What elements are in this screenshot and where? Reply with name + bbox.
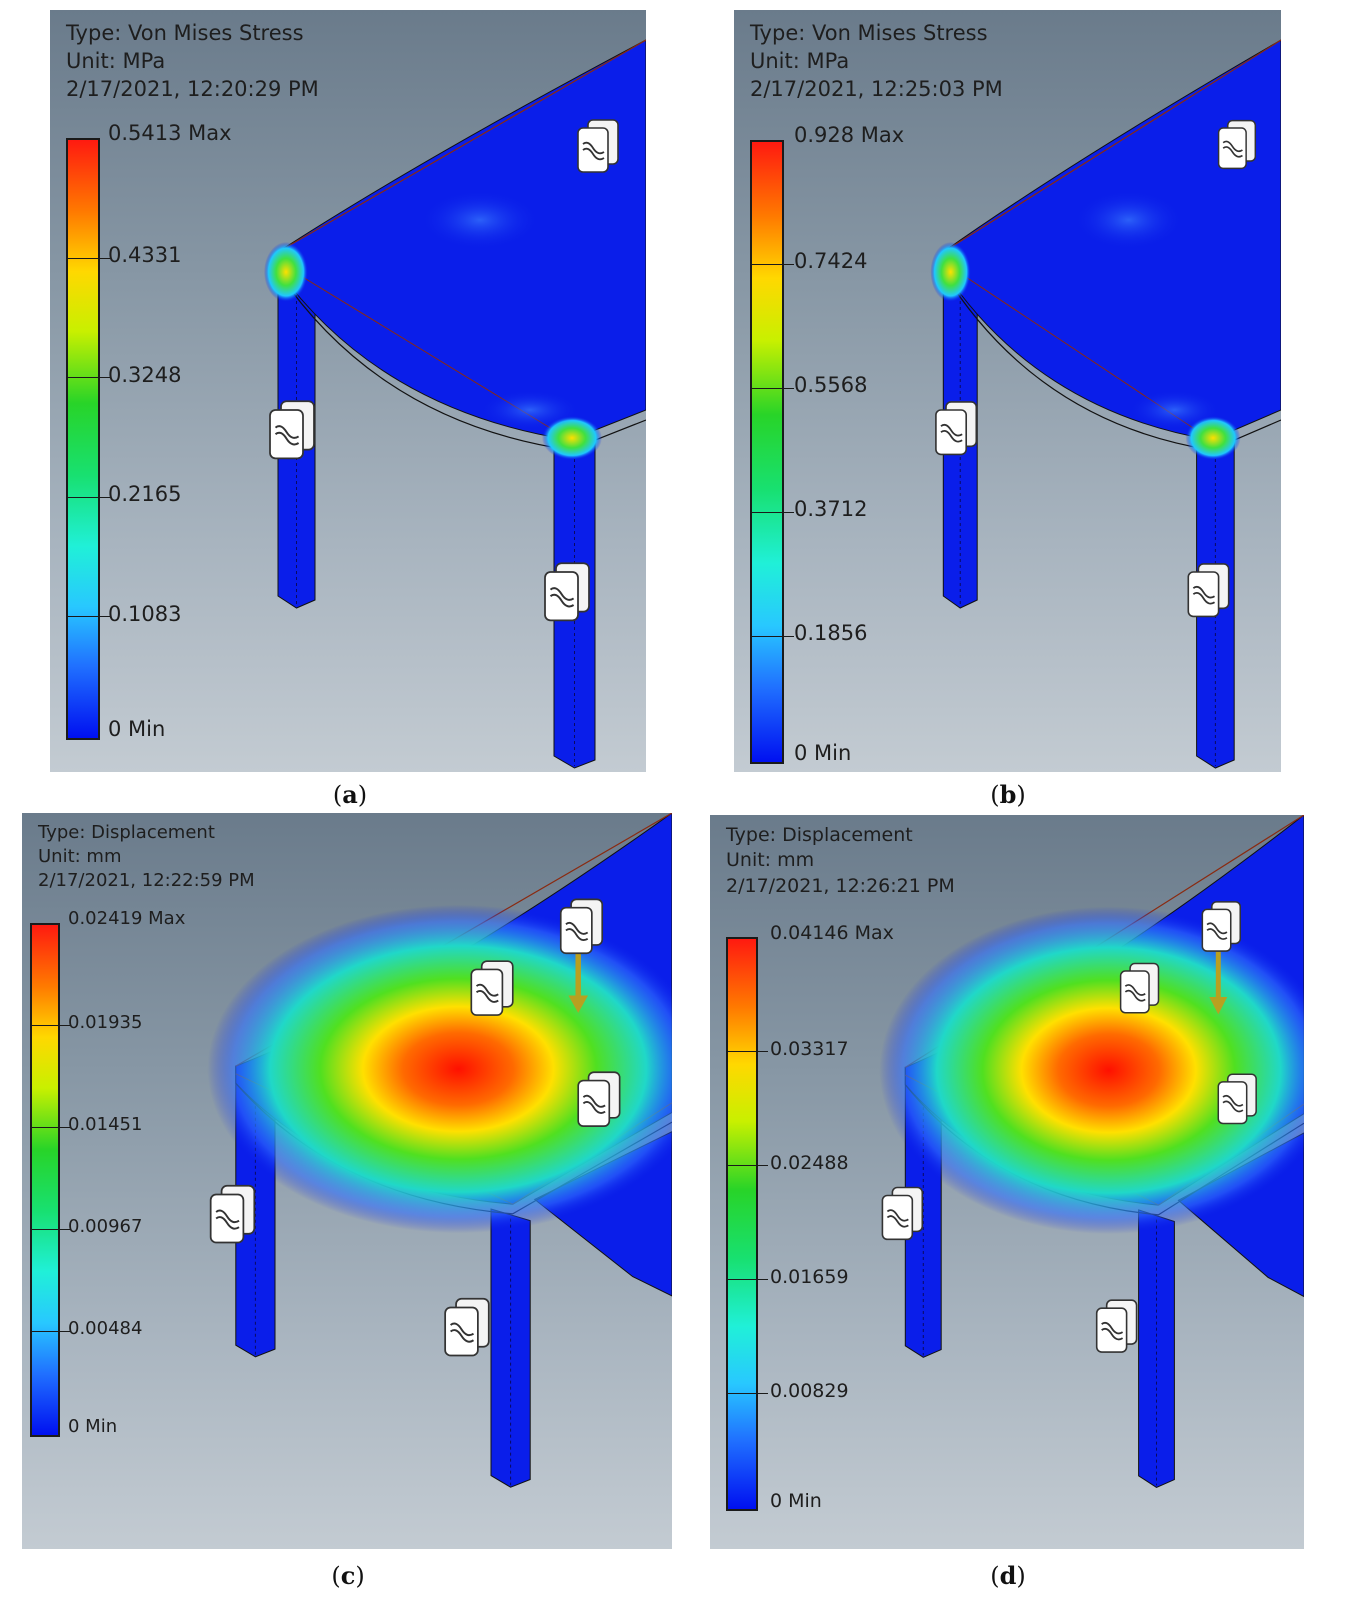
result-info: Type: Displacement Unit: mm 2/17/2021, 12:… — [726, 823, 955, 899]
result-info: Type: Von Mises Stress Unit: MPa 2/17/2021… — [750, 20, 1003, 104]
date-line: 2/17/2021, 12:22:59 PM — [38, 869, 255, 891]
legend-label: 0.02488 — [770, 1151, 849, 1174]
legend-label: 0.1856 — [794, 621, 868, 646]
fixed-constraint-icon — [559, 898, 604, 955]
result-info: Type: Von Mises Stress Unit: MPa 2/17/2021… — [66, 20, 319, 104]
table-model — [264, 39, 646, 769]
type-line: Type: Displacement — [38, 822, 215, 843]
legend-label: 0.7424 — [794, 249, 868, 274]
fixed-constraint-icon — [269, 400, 315, 460]
type-line: Type: Von Mises Stress — [750, 21, 988, 45]
caption-c: (c) — [331, 1561, 365, 1590]
legend-tick — [752, 512, 794, 513]
legend-label: 0 Min — [794, 741, 852, 766]
caption-b: (b) — [990, 780, 1026, 809]
legend-label: 0.2165 — [108, 482, 182, 507]
legend-tick — [752, 388, 794, 389]
caption-a: (a) — [332, 780, 368, 809]
displacement-contour — [879, 906, 1304, 1234]
legend-tick — [728, 1165, 768, 1166]
legend-label: 0 Min — [68, 1416, 118, 1438]
type-line: Type: Displacement — [726, 824, 913, 846]
unit-line: Unit: MPa — [66, 48, 166, 73]
unit-line: Unit: MPa — [750, 48, 850, 73]
legend-label: 0.928 Max — [794, 123, 905, 148]
legend-tick — [32, 1229, 70, 1230]
legend-tick — [68, 616, 110, 618]
legend-color-bar — [66, 138, 100, 740]
stress-hotspot — [1185, 416, 1241, 460]
date-line: 2/17/2021, 12:20:29 PM — [66, 76, 319, 101]
legend-tick — [728, 1051, 768, 1052]
legend-tick — [68, 496, 110, 498]
fixed-constraint-icon — [1187, 563, 1230, 618]
type-line: Type: Von Mises Stress — [66, 21, 304, 45]
fixed-constraint-icon — [881, 1186, 924, 1241]
date-line: 2/17/2021, 12:25:03 PM — [750, 76, 1003, 101]
legend-tick — [752, 636, 794, 637]
caption-d: (d) — [990, 1561, 1026, 1590]
panel-b: Type: Von Mises Stress Unit: MPa 2/17/2021… — [734, 10, 1281, 772]
legend-tick — [32, 1331, 70, 1332]
legend-label: 0.00967 — [68, 1216, 143, 1238]
legend-label: 0.03317 — [770, 1037, 849, 1060]
displacement-contour — [207, 904, 672, 1234]
fixed-constraint-icon — [1201, 901, 1241, 952]
fixed-constraint-icon — [209, 1184, 256, 1244]
legend-tick — [32, 1127, 70, 1128]
legend-label: 0 Min — [770, 1489, 822, 1512]
legend-color-bar — [30, 923, 60, 1437]
fixed-constraint-icon — [444, 1297, 490, 1357]
result-info: Type: Displacement Unit: mm 2/17/2021, 12:… — [38, 821, 255, 893]
panel-d: Type: Displacement Unit: mm 2/17/2021, 12:… — [710, 815, 1304, 1549]
fixed-constraint-icon — [935, 401, 978, 456]
panel-c: Type: Displacement Unit: mm 2/17/2021, 12:… — [22, 813, 672, 1549]
legend-label: 0.5413 Max — [108, 121, 232, 146]
stress-hotspot — [264, 242, 308, 302]
legend-tick — [728, 1393, 768, 1394]
legend-label: 0.00484 — [68, 1318, 143, 1340]
legend-label: 0.01935 — [68, 1012, 143, 1034]
legend-label: 0.4331 — [108, 242, 182, 267]
panel-a: Type: Von Mises Stress Unit: MPa 2/17/2021… — [50, 10, 646, 772]
fixed-constraint-icon — [1119, 962, 1160, 1014]
legend-label: 0.02419 Max — [68, 908, 186, 930]
legend-label: 0.00829 — [770, 1379, 849, 1402]
legend-label: 0.5568 — [794, 373, 868, 398]
date-line: 2/17/2021, 12:26:21 PM — [726, 874, 955, 897]
legend-label: 0.1083 — [108, 601, 182, 626]
fixed-constraint-icon — [1095, 1299, 1138, 1353]
stress-hotspot — [542, 416, 602, 460]
legend-label: 0 Min — [108, 717, 166, 742]
fixed-constraint-icon — [577, 1071, 621, 1127]
unit-line: Unit: mm — [38, 845, 122, 867]
fixed-constraint-icon — [544, 562, 590, 622]
fixed-constraint-icon — [470, 960, 514, 1016]
table-model — [930, 39, 1281, 769]
legend-label: 0.01451 — [68, 1114, 143, 1136]
legend-tick — [68, 257, 110, 259]
fixed-constraint-icon — [577, 119, 619, 173]
legend-label: 0.01659 — [770, 1265, 849, 1288]
table-model — [879, 815, 1304, 1488]
legend-label: 0.3712 — [794, 497, 868, 522]
legend-color-bar — [750, 140, 784, 764]
legend-tick — [32, 1025, 70, 1026]
legend-tick — [728, 1279, 768, 1280]
unit-line: Unit: mm — [726, 849, 815, 872]
legend-label: 0.3248 — [108, 362, 182, 387]
stress-hotspot — [930, 242, 971, 302]
fixed-constraint-icon — [1217, 1073, 1257, 1125]
legend-label: 0.04146 Max — [770, 921, 894, 944]
legend-color-bar — [726, 937, 758, 1511]
legend-tick — [752, 264, 794, 265]
table-model — [207, 813, 672, 1488]
fixed-constraint-icon — [1217, 119, 1257, 170]
legend-tick — [68, 377, 110, 379]
